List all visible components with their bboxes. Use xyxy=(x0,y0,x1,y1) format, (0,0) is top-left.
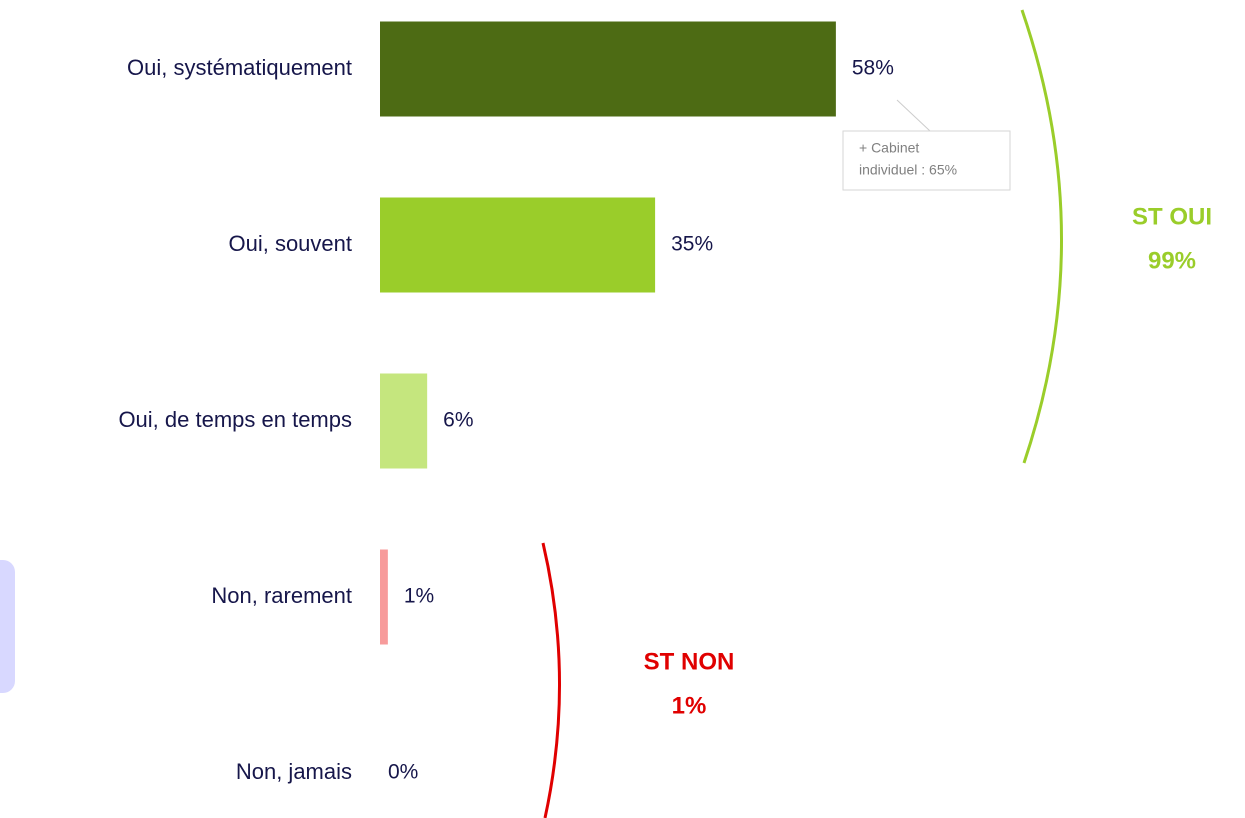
bar xyxy=(380,197,656,293)
value-label: 0% xyxy=(388,761,418,784)
category-label: Oui, de temps en temps xyxy=(118,407,352,432)
annotation: ST OUI xyxy=(1132,203,1212,230)
callout-box xyxy=(842,130,1011,191)
value-label: 58% xyxy=(852,57,894,80)
bar xyxy=(380,21,836,117)
category-label: Oui, systématiquement xyxy=(127,55,352,80)
category-label: Non, rarement xyxy=(211,583,352,608)
value-label: 1% xyxy=(404,585,434,608)
side-tab xyxy=(0,560,15,693)
bracket-oui xyxy=(1020,9,1063,464)
annotation: + Cabinet xyxy=(859,140,919,156)
category-label: Non, jamais xyxy=(236,759,352,784)
value-label: 35% xyxy=(671,233,713,256)
annotation: individuel : 65% xyxy=(859,162,957,178)
bar xyxy=(380,373,428,469)
bracket-non xyxy=(541,542,562,818)
annotation: 1% xyxy=(672,692,707,719)
callout-line xyxy=(896,99,931,132)
annotation: ST NON xyxy=(644,648,735,675)
bar xyxy=(380,549,388,645)
category-label: Oui, souvent xyxy=(228,231,352,256)
value-label: 6% xyxy=(443,409,473,432)
annotation: 99% xyxy=(1148,247,1196,274)
